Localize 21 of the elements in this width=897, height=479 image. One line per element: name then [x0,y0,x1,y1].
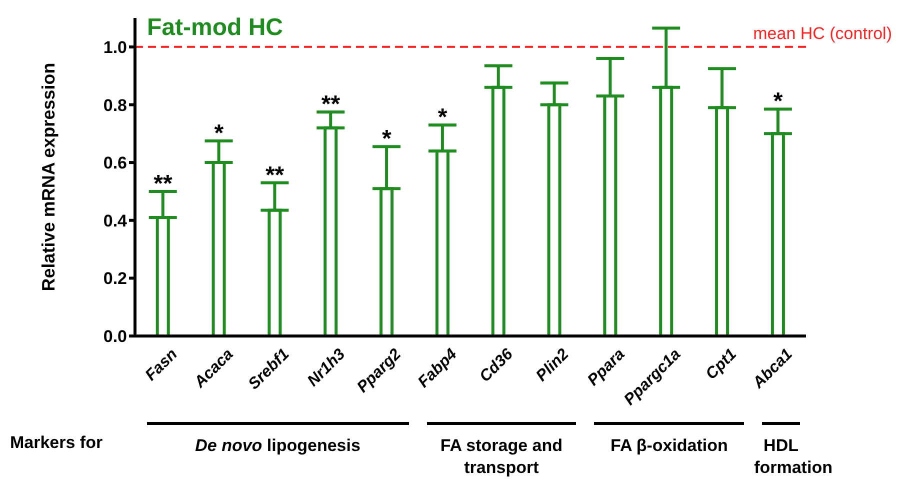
annotation: ** [265,162,285,189]
annotation: * [773,88,784,116]
y-axis-title: Relative mRNA expression [38,62,58,292]
y-tick-label: 0.4 [103,211,128,230]
chart-title: Fat-mod HC [147,14,283,42]
y-tick-label: 1.0 [103,38,127,57]
annotation: * [214,120,224,147]
y-tick-label: 0.0 [103,327,127,346]
y-tick-label: 0.8 [103,96,127,115]
annotation: ** [321,90,341,118]
ref-line-label: mean HC (control) [753,24,892,43]
text: FA β-oxidation [610,435,729,457]
text: Markers for [10,433,103,453]
y-tick-label: 0.6 [103,154,127,173]
annotation: * [438,104,448,131]
text: HDL formation [754,435,832,479]
text: FA storage and transport [439,435,564,479]
text: De novo lipogenesis [194,435,362,457]
annotation: * [382,126,392,153]
annotation: ** [154,170,173,198]
y-tick-label: 0.2 [103,269,127,288]
